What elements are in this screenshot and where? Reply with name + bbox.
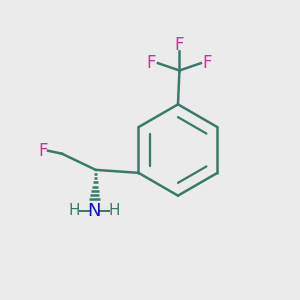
Text: F: F	[175, 37, 184, 55]
Text: F: F	[38, 142, 47, 160]
Text: F: F	[203, 54, 212, 72]
Text: H: H	[109, 203, 120, 218]
Text: F: F	[147, 54, 156, 72]
Text: N: N	[88, 202, 101, 220]
Text: H: H	[68, 203, 80, 218]
